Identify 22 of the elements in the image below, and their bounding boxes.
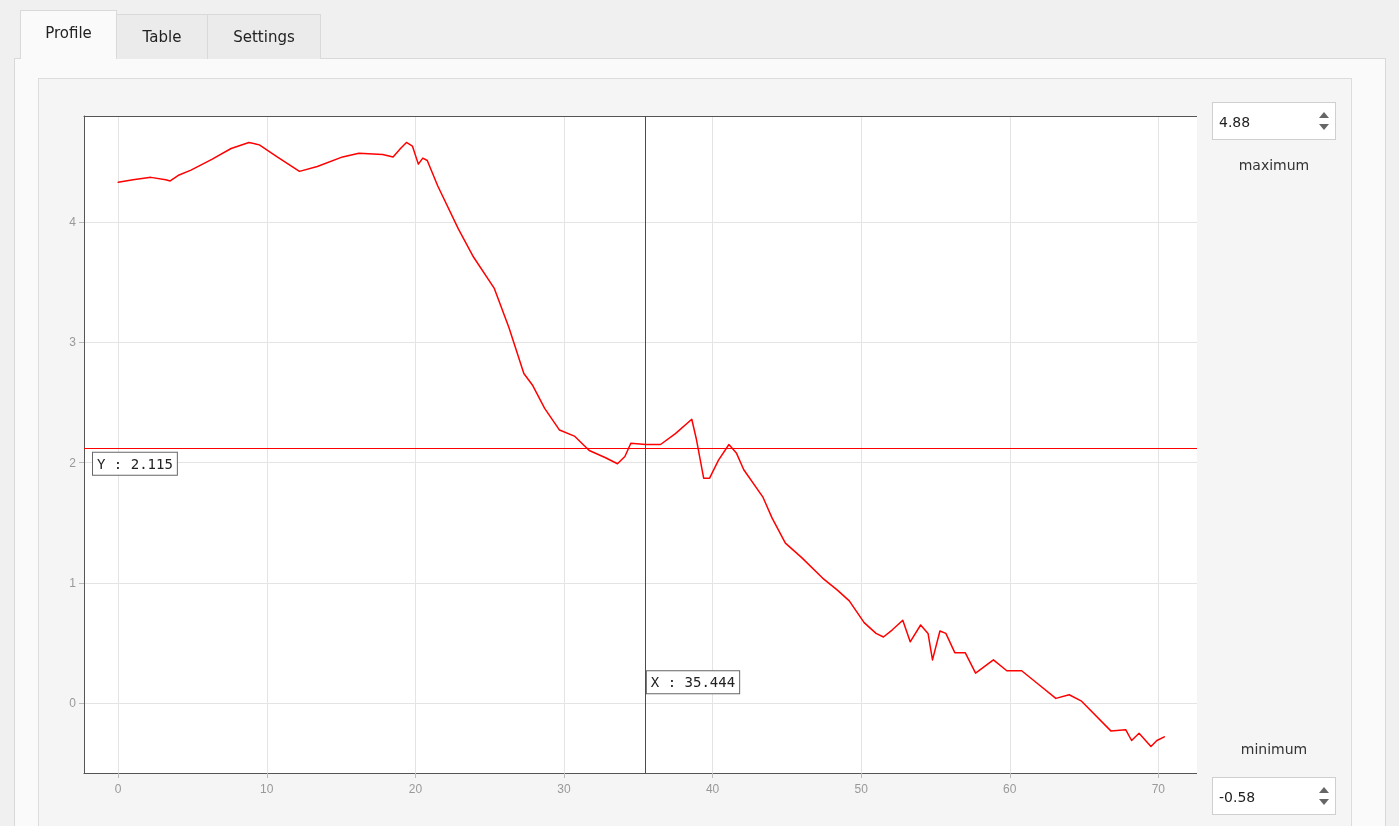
text: minimum — [1239, 741, 1309, 757]
text: -0.58 — [1212, 777, 1336, 815]
x-tick-label: 60 — [1003, 782, 1017, 796]
x-tick-label: 30 — [557, 782, 571, 796]
text: Settings — [207, 14, 321, 59]
x-tick-label: 70 — [1151, 782, 1166, 796]
y-tick-label: 0 — [69, 696, 77, 711]
y-tick-label: 1 — [69, 575, 77, 590]
x-tick-label: 40 — [705, 782, 720, 796]
text: maximum — [1237, 157, 1311, 173]
x-tick-label: 50 — [854, 782, 869, 796]
text: 4.88 — [1212, 102, 1336, 140]
y-tick-label: 4 — [69, 214, 77, 229]
y-tick-label: 3 — [69, 335, 77, 350]
y-tick-label: 2 — [69, 455, 77, 470]
text: Profile — [20, 10, 117, 59]
text: Table — [116, 14, 208, 59]
x-tick-label: 10 — [260, 782, 274, 796]
x-tick-label: 0 — [114, 782, 122, 796]
x-tick-label: 20 — [408, 782, 423, 796]
ref-line-label: X : 35.444 — [650, 674, 736, 691]
ref-line-label: Y : 2.115 — [97, 455, 173, 472]
